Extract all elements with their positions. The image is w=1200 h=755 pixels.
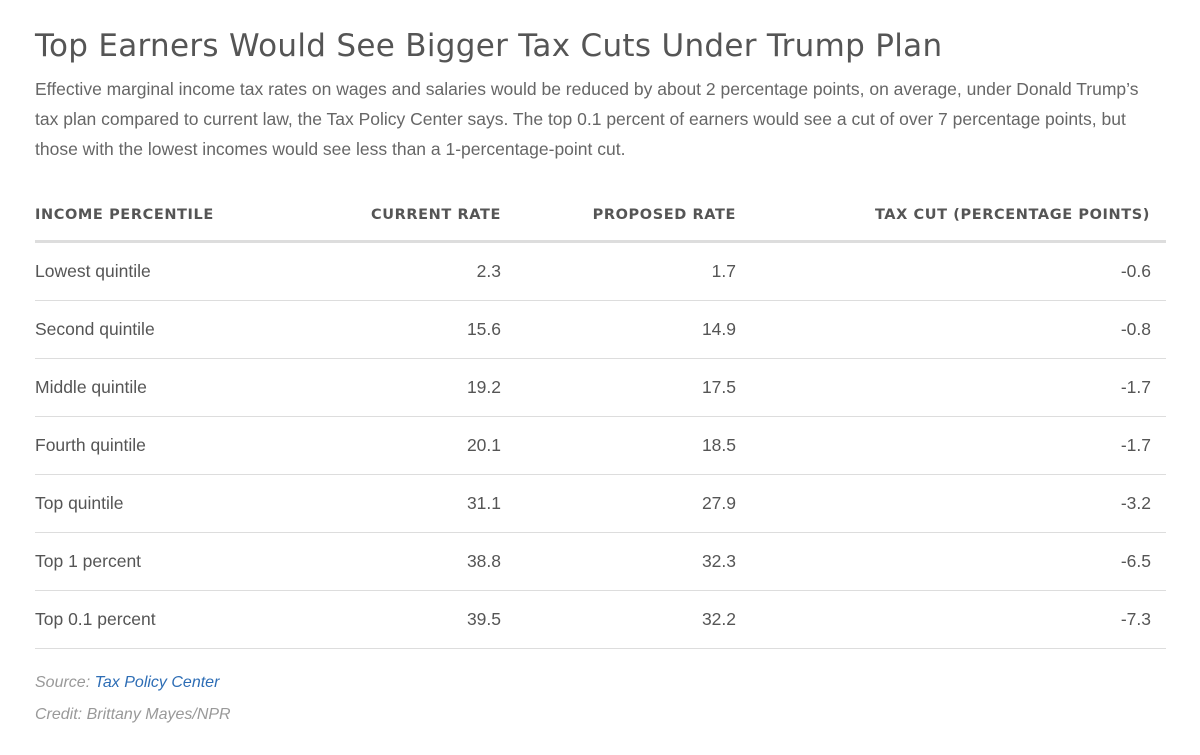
table-cell: 32.2: [501, 590, 736, 649]
table-cell: Lowest quintile: [35, 241, 280, 301]
source-link[interactable]: Tax Policy Center: [94, 674, 220, 691]
table-row: Lowest quintile 2.3 1.7 -0.6: [35, 241, 1166, 301]
table-row: Fourth quintile 20.1 18.5 -1.7: [35, 416, 1166, 475]
table-cell: Fourth quintile: [35, 416, 280, 475]
table-cell: 17.5: [501, 358, 736, 417]
column-header: CURRENT RATE: [280, 189, 501, 243]
table-header-row: INCOME PERCENTILE CURRENT RATE PROPOSED …: [35, 189, 1166, 243]
table-row: Second quintile 15.6 14.9 -0.8: [35, 300, 1166, 359]
table-cell: 2.3: [280, 241, 501, 301]
column-header: TAX CUT (PERCENTAGE POINTS): [736, 189, 1166, 243]
table-row: Top quintile 31.1 27.9 -3.2: [35, 474, 1166, 533]
table-cell: 31.1: [280, 474, 501, 533]
table-cell: 27.9: [501, 474, 736, 533]
column-header: PROPOSED RATE: [501, 189, 736, 243]
table-row: Middle quintile 19.2 17.5 -1.7: [35, 358, 1166, 417]
table-cell: 1.7: [501, 241, 736, 301]
table-cell: 38.8: [280, 532, 501, 591]
credit-line: Credit: Brittany Mayes/NPR: [35, 706, 231, 723]
table-cell: 14.9: [501, 300, 736, 359]
table-cell: -7.3: [736, 590, 1166, 649]
table-cell: -0.6: [736, 241, 1166, 301]
table-body: Lowest quintile 2.3 1.7 -0.6 Second quin…: [35, 241, 1166, 649]
table-cell: -6.5: [736, 532, 1166, 591]
column-header: INCOME PERCENTILE: [35, 189, 280, 243]
data-table: INCOME PERCENTILE CURRENT RATE PROPOSED …: [35, 189, 1166, 649]
table-cell: Middle quintile: [35, 358, 280, 417]
table-cell: -0.8: [736, 300, 1166, 359]
source-label: Source:: [35, 674, 91, 691]
graphic-container: Top Earners Would See Bigger Tax Cuts Un…: [35, 0, 1166, 723]
chart-title: Top Earners Would See Bigger Tax Cuts Un…: [35, 28, 943, 64]
table-cell: Top quintile: [35, 474, 280, 533]
table-cell: -1.7: [736, 416, 1166, 475]
table-cell: -3.2: [736, 474, 1166, 533]
table-cell: Top 0.1 percent: [35, 590, 280, 649]
chart-subtitle: Effective marginal income tax rates on w…: [35, 79, 1139, 159]
table-cell: 15.6: [280, 300, 501, 359]
table-cell: Top 1 percent: [35, 532, 280, 591]
source-line: Source: Tax Policy Center: [35, 667, 231, 699]
table-cell: 19.2: [280, 358, 501, 417]
table-cell: -1.7: [736, 358, 1166, 417]
chart-footer: Source: Tax Policy Center Credit: Britta…: [35, 667, 231, 731]
table-cell: Second quintile: [35, 300, 280, 359]
table-cell: 32.3: [501, 532, 736, 591]
table-cell: 20.1: [280, 416, 501, 475]
table-row: Top 1 percent 38.8 32.3 -6.5: [35, 532, 1166, 591]
table-cell: 18.5: [501, 416, 736, 475]
table-cell: 39.5: [280, 590, 501, 649]
table-row: Top 0.1 percent 39.5 32.2 -7.3: [35, 590, 1166, 649]
